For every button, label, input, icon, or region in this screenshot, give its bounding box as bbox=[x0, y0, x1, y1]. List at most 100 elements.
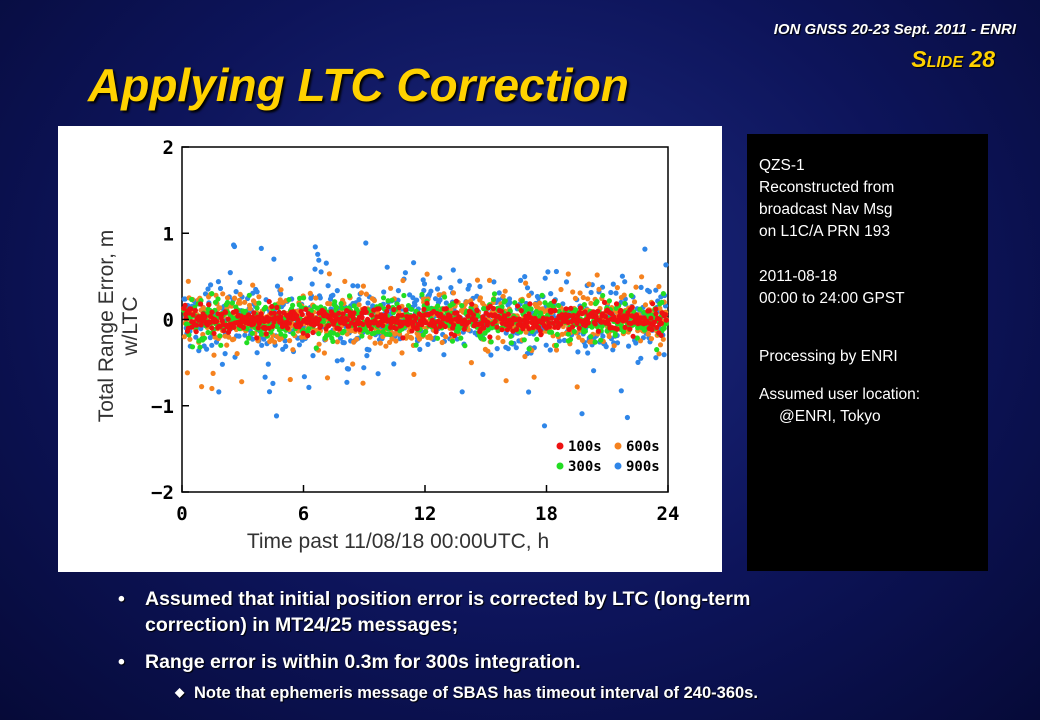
point-900s bbox=[553, 268, 559, 275]
point-900s bbox=[209, 342, 215, 348]
point-600s bbox=[428, 335, 434, 341]
point-100s bbox=[207, 319, 213, 325]
point-600s bbox=[224, 295, 231, 301]
point-100s bbox=[388, 320, 394, 326]
point-100s bbox=[421, 306, 427, 312]
point-100s bbox=[211, 330, 217, 336]
point-100s bbox=[552, 308, 558, 314]
x-tick-label: 12 bbox=[414, 503, 437, 525]
point-300s bbox=[278, 331, 284, 337]
legend-label-100s: 100s bbox=[568, 439, 602, 455]
point-900s bbox=[459, 389, 465, 395]
point-600s bbox=[464, 299, 470, 305]
point-100s bbox=[591, 309, 597, 315]
point-600s bbox=[585, 296, 591, 302]
point-100s bbox=[505, 311, 511, 317]
point-300s bbox=[661, 325, 667, 331]
point-100s bbox=[413, 315, 419, 321]
point-900s bbox=[542, 275, 548, 281]
point-900s bbox=[355, 283, 361, 289]
slide-title: Applying LTC Correction bbox=[88, 59, 629, 111]
point-900s bbox=[271, 256, 277, 262]
point-100s bbox=[353, 326, 359, 332]
point-900s bbox=[585, 350, 591, 356]
point-100s bbox=[396, 305, 402, 311]
point-100s bbox=[614, 326, 620, 332]
point-900s bbox=[613, 290, 619, 296]
bullet-dot-icon: • bbox=[118, 588, 125, 610]
point-600s bbox=[237, 291, 243, 297]
point-600s bbox=[217, 305, 223, 311]
point-900s bbox=[541, 423, 548, 429]
point-600s bbox=[389, 336, 395, 342]
point-300s bbox=[217, 333, 223, 339]
point-100s bbox=[657, 316, 663, 322]
point-900s bbox=[365, 300, 371, 306]
point-600s bbox=[576, 334, 582, 340]
point-600s bbox=[321, 350, 327, 356]
point-300s bbox=[389, 297, 395, 303]
point-900s bbox=[261, 336, 267, 342]
info-line: QZS-1 bbox=[759, 157, 805, 174]
point-600s bbox=[500, 293, 506, 299]
point-300s bbox=[274, 323, 280, 330]
point-900s bbox=[361, 365, 367, 371]
point-600s bbox=[393, 338, 399, 344]
point-900s bbox=[448, 285, 454, 291]
point-600s bbox=[371, 297, 377, 304]
point-600s bbox=[287, 338, 293, 344]
date-info: 2011-08-18 00:00 to 24:00 GPST bbox=[759, 266, 987, 310]
point-300s bbox=[526, 346, 532, 352]
point-100s bbox=[278, 317, 284, 323]
point-100s bbox=[544, 316, 550, 322]
point-100s bbox=[651, 319, 658, 325]
range-error-chart: 0 6 12 18 24 2 1 0 −1 −2 Time past 11/08/18 00:00… bbox=[95, 137, 679, 553]
point-900s bbox=[428, 288, 434, 294]
sub-bullet-text: Note that ephemeris message of SBAS has … bbox=[194, 684, 758, 702]
point-300s bbox=[534, 336, 540, 342]
point-900s bbox=[575, 349, 581, 355]
point-600s bbox=[553, 347, 560, 353]
point-100s bbox=[318, 323, 324, 329]
point-100s bbox=[498, 308, 504, 314]
point-600s bbox=[531, 374, 537, 380]
point-300s bbox=[508, 333, 514, 339]
point-600s bbox=[360, 380, 366, 386]
point-300s bbox=[419, 291, 425, 298]
point-900s bbox=[288, 276, 294, 282]
y-tick-label: 0 bbox=[163, 310, 174, 332]
point-300s bbox=[229, 300, 235, 306]
point-100s bbox=[576, 325, 582, 331]
point-900s bbox=[334, 288, 340, 294]
y-tick-label: −2 bbox=[151, 482, 174, 504]
point-300s bbox=[244, 340, 250, 346]
point-900s bbox=[434, 286, 441, 292]
point-900s bbox=[345, 366, 352, 372]
point-600s bbox=[356, 302, 362, 308]
point-100s bbox=[225, 316, 231, 322]
point-100s bbox=[206, 302, 212, 308]
point-100s bbox=[546, 324, 553, 330]
point-300s bbox=[508, 340, 514, 346]
point-100s bbox=[298, 322, 304, 328]
legend-label-900s: 900s bbox=[626, 459, 660, 475]
point-300s bbox=[621, 328, 627, 335]
point-100s bbox=[423, 319, 429, 326]
point-600s bbox=[645, 331, 652, 337]
point-900s bbox=[548, 291, 554, 297]
point-100s bbox=[266, 299, 272, 305]
point-100s bbox=[563, 306, 569, 312]
point-100s bbox=[363, 309, 369, 315]
point-900s bbox=[381, 289, 387, 295]
point-100s bbox=[359, 314, 365, 321]
point-600s bbox=[220, 291, 226, 297]
info-line: broadcast Nav Msg bbox=[759, 201, 893, 218]
point-100s bbox=[466, 319, 472, 325]
info-line: 2011-08-18 bbox=[759, 268, 838, 285]
point-900s bbox=[250, 336, 256, 342]
point-300s bbox=[565, 331, 571, 337]
point-600s bbox=[287, 376, 293, 383]
point-900s bbox=[316, 257, 322, 263]
bullet-dot-icon: • bbox=[118, 651, 125, 673]
point-900s bbox=[312, 266, 318, 272]
